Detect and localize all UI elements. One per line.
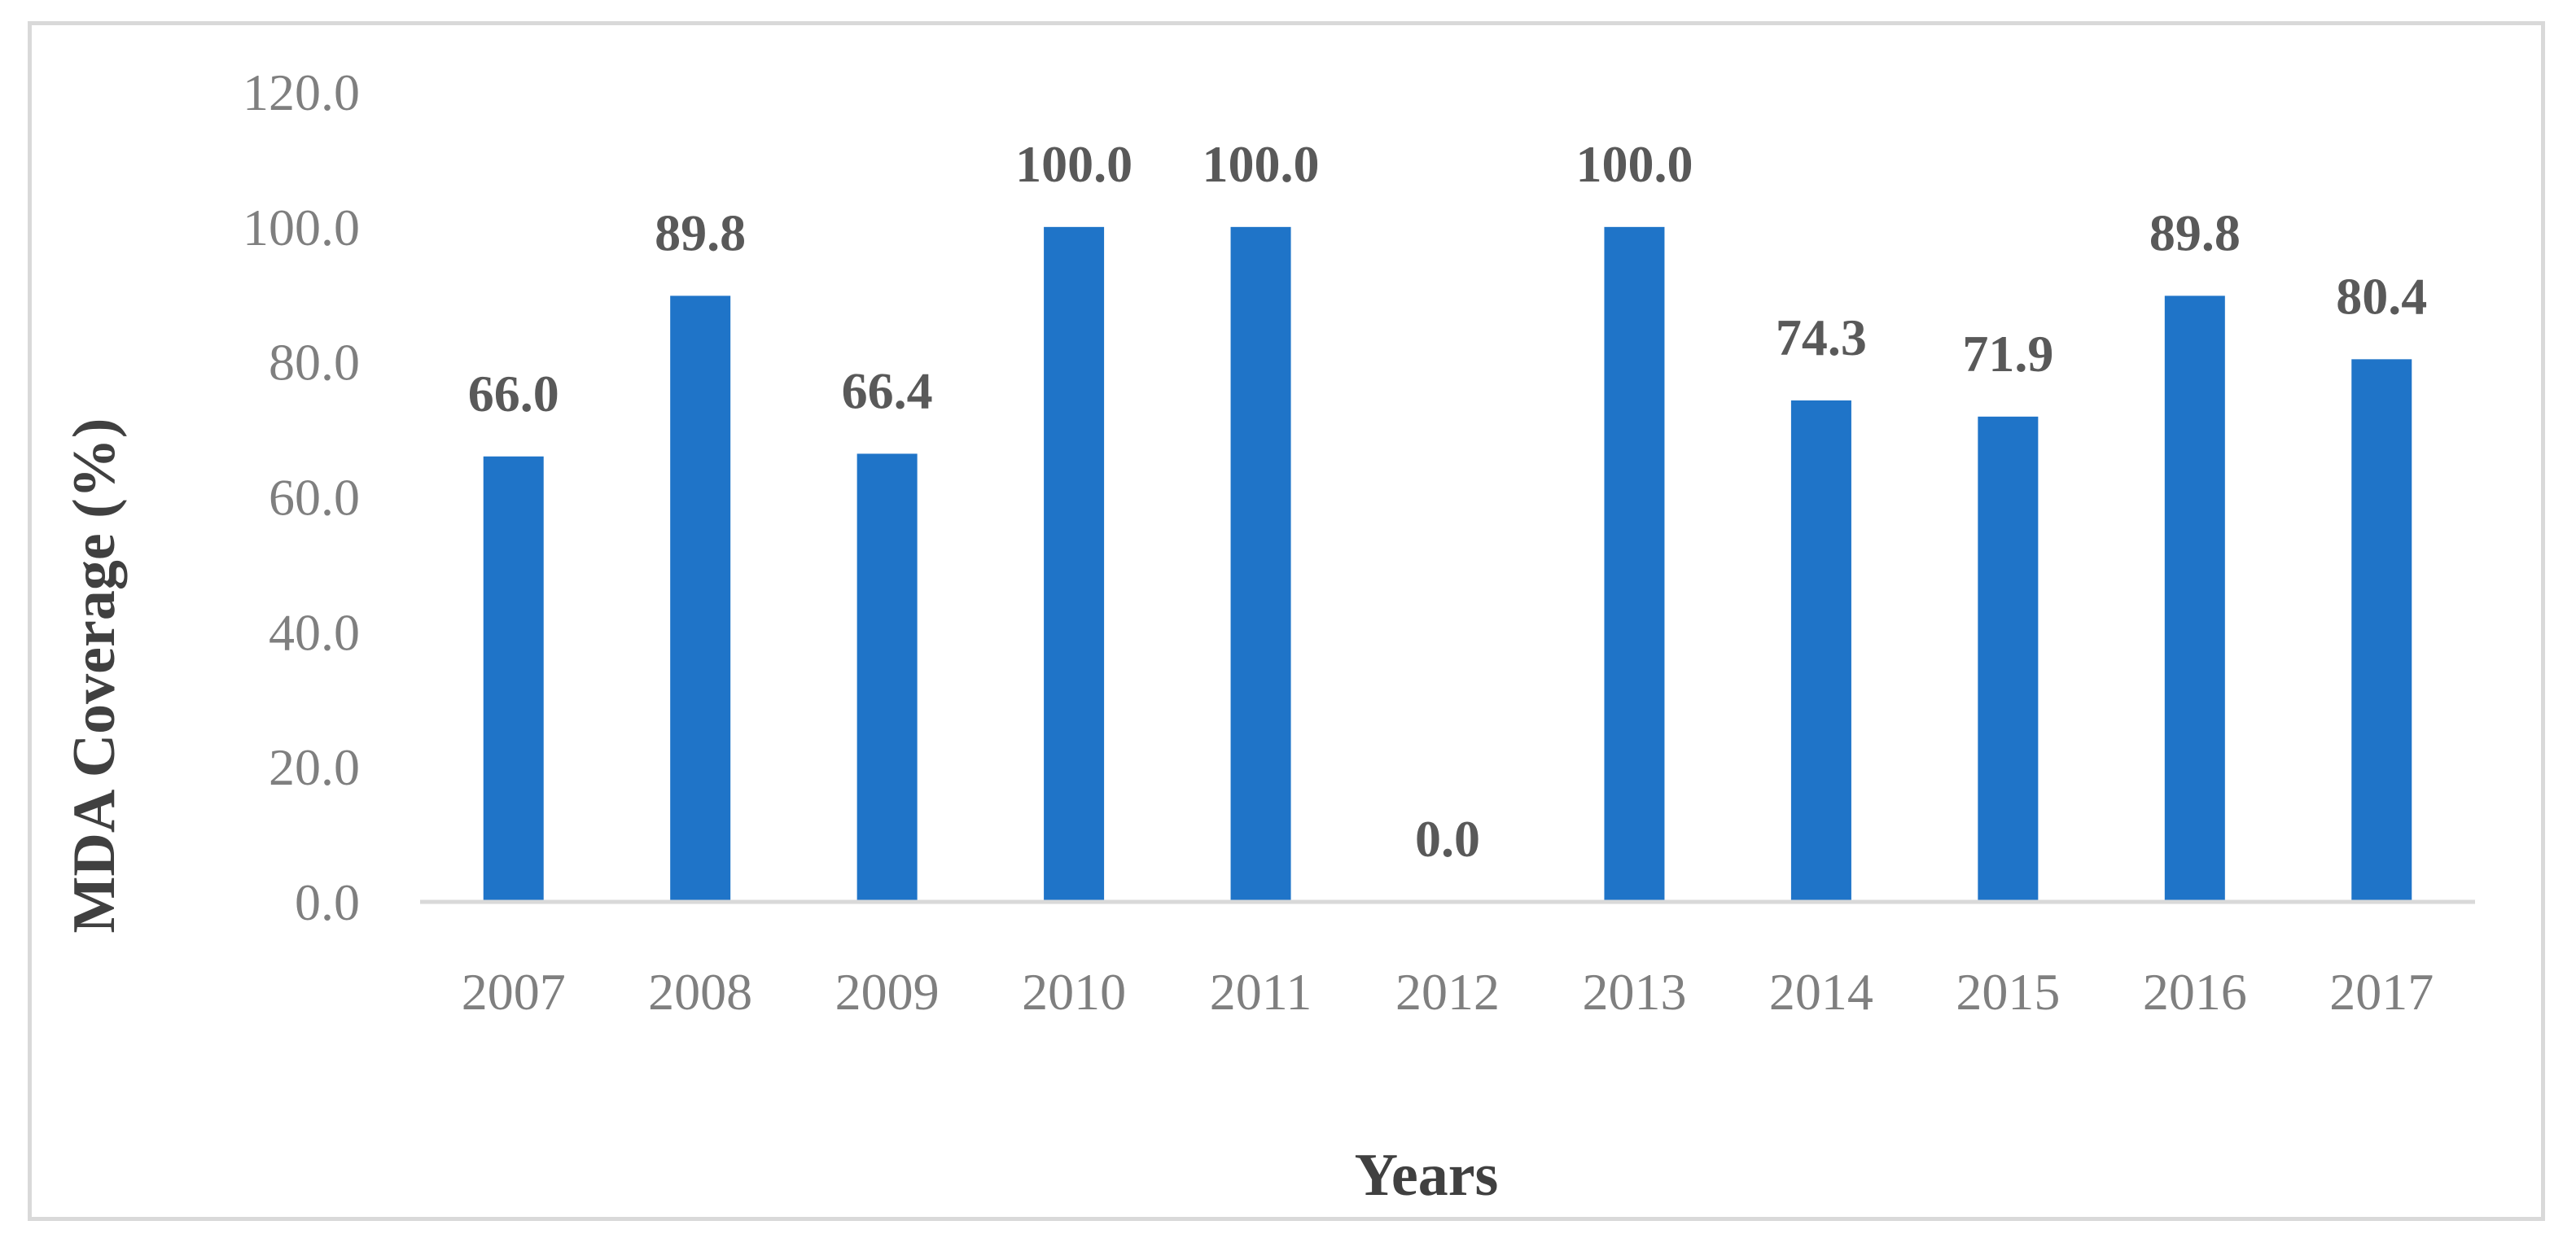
y-tick-label: 60.0 [269,469,360,527]
data-label: 100.0 [1575,135,1693,193]
x-tick-label: 2011 [1210,963,1312,1021]
bar [2351,359,2412,903]
y-tick-label: 40.0 [269,603,360,661]
data-label: 100.0 [1015,135,1132,193]
bar [1604,226,1665,902]
data-label: 80.4 [2336,267,2427,325]
y-axis-title: MDA Coverage (%) [61,418,128,934]
x-tick-label: 2017 [2329,963,2434,1021]
x-tick-label: 2013 [1582,963,1686,1021]
bar [1978,416,2039,902]
y-tick-label: 100.0 [243,199,360,256]
x-tick-label: 2008 [648,963,752,1021]
bar [1790,400,1851,902]
data-label: 74.3 [1776,308,1867,366]
bar [1044,226,1105,902]
data-label: 71.9 [1962,325,2053,383]
y-tick-label: 120.0 [243,63,360,121]
x-tick-label: 2010 [1022,963,1126,1021]
data-labels: 66.0 89.8 66.4 100.0 100.0 0.0 100.0 74.3 71.9 89… [468,135,2428,868]
bar [2164,295,2225,902]
x-tick-label: 2007 [462,963,566,1021]
bar [483,456,544,902]
data-label: 100.0 [1203,135,1320,193]
data-label: 89.8 [2149,203,2241,261]
x-tick-label: 2009 [835,963,940,1021]
x-tick-label: 2012 [1395,963,1500,1021]
y-axis-ticks: 0.0 20.0 40.0 60.0 80.0 100.0 120.0 [243,63,360,931]
bar [856,453,918,902]
y-tick-label: 80.0 [269,334,360,392]
x-axis-title: Years [1355,1142,1499,1209]
x-tick-label: 2014 [1769,963,1873,1021]
x-axis-ticks: 2007 2008 2009 2010 2011 2012 2013 2014 2015 2016… [462,963,2434,1021]
data-label: 0.0 [1415,810,1480,868]
bars [483,226,2412,903]
bar [1230,226,1291,902]
y-tick-label: 20.0 [269,738,360,796]
data-label: 66.0 [468,365,559,422]
y-tick-label: 0.0 [295,873,360,931]
bar [670,295,731,902]
x-tick-label: 2016 [2143,963,2247,1021]
x-tick-label: 2015 [1956,963,2060,1021]
data-label: 66.4 [842,361,933,419]
data-label: 89.8 [655,203,746,261]
